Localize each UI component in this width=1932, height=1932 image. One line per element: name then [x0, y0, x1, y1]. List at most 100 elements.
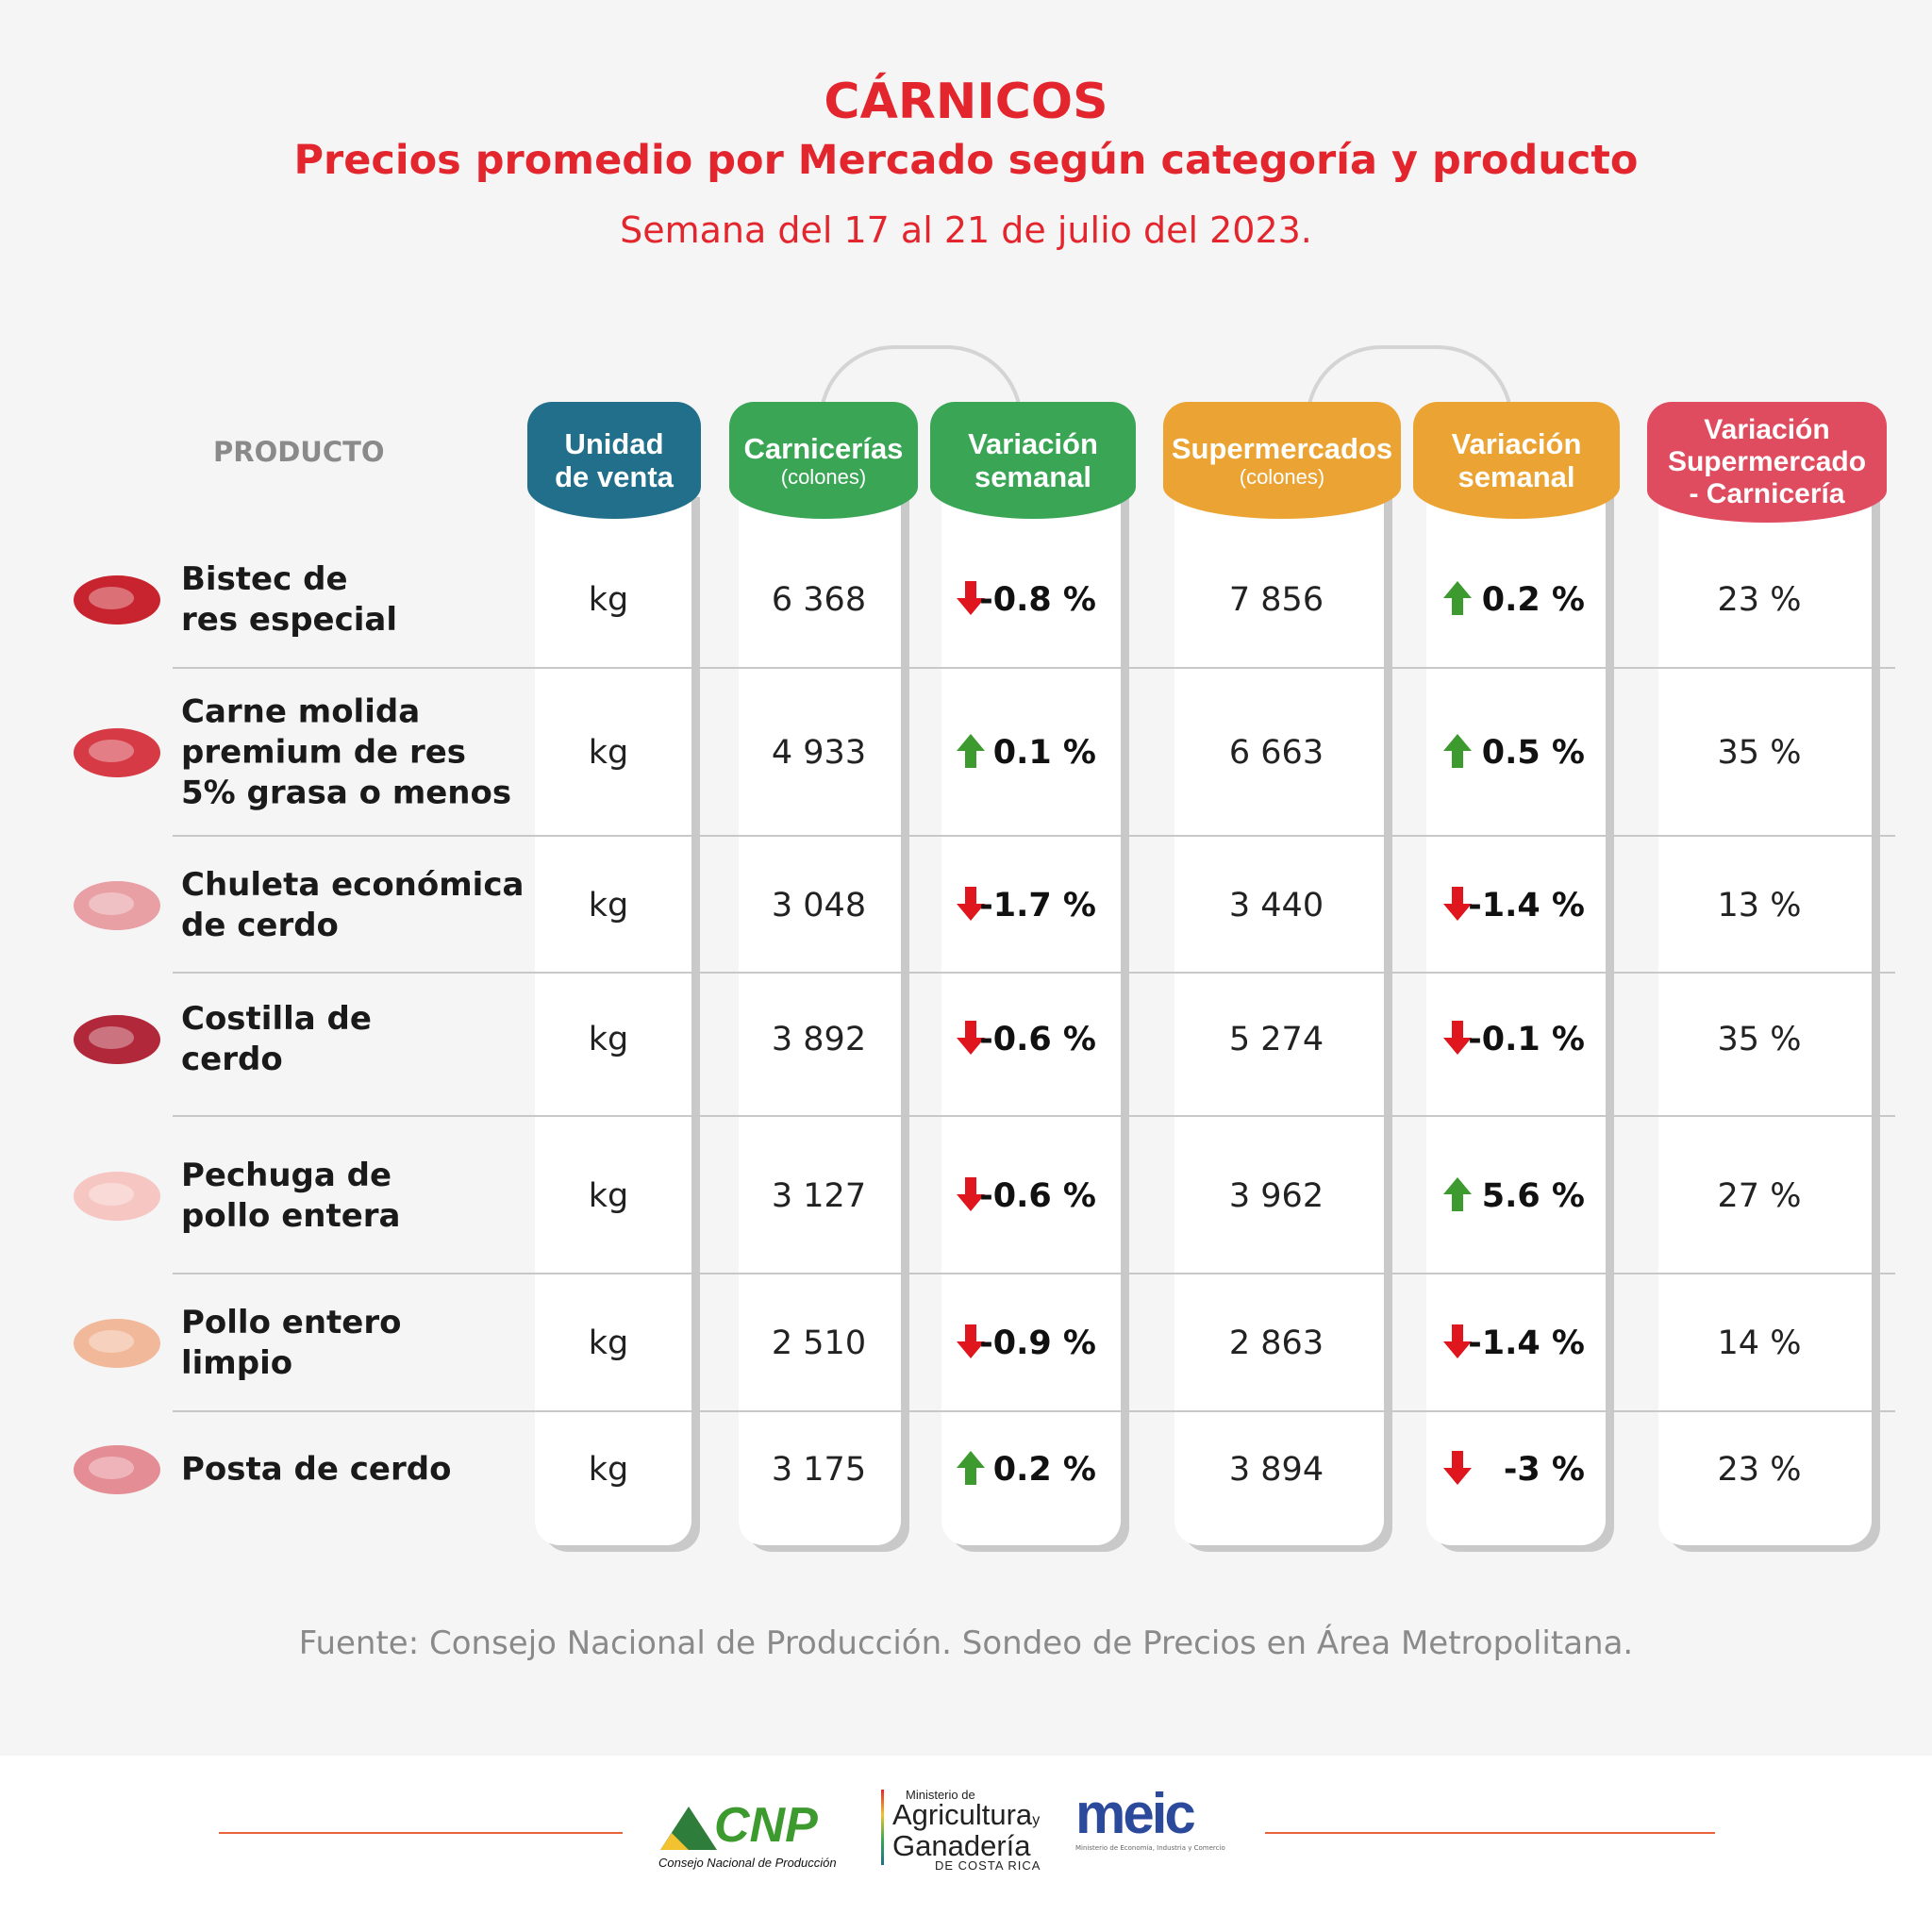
- super-variation: -0.1 %: [1468, 1021, 1585, 1058]
- butcher-price: 2 510: [771, 1324, 867, 1362]
- unit-cell: kg: [588, 1021, 629, 1058]
- row-divider: [173, 1410, 1895, 1412]
- product-name-line: Costilla de: [181, 1000, 372, 1038]
- unit-cell: kg: [588, 1177, 629, 1215]
- header-super: Supermercados (colones): [1163, 402, 1401, 519]
- butcher-price: 3 892: [771, 1021, 867, 1058]
- column-body: [941, 491, 1121, 1545]
- unit-cell: kg: [588, 734, 629, 772]
- header-label: semanal: [974, 460, 1092, 493]
- super-variation: 0.5 %: [1481, 734, 1585, 772]
- product-name-line: Chuleta económica: [181, 866, 525, 904]
- header-super-var: Variación semanal: [1413, 402, 1620, 519]
- super-price: 5 274: [1228, 1021, 1324, 1058]
- super-price: 3 440: [1228, 887, 1324, 924]
- header-label: Variación: [968, 427, 1098, 460]
- up-arrow-icon: [1443, 581, 1472, 619]
- column-body: [1174, 491, 1384, 1545]
- mag-bar: [881, 1790, 884, 1865]
- butcher-price: 3 048: [771, 887, 867, 924]
- column-body: [739, 491, 901, 1545]
- down-arrow-icon: [957, 1324, 985, 1362]
- whole-chicken-icon: [64, 1306, 170, 1381]
- mag-logo: Ministerio de Agriculturay Ganadería DE …: [892, 1788, 1041, 1873]
- super-variation: -3 %: [1503, 1451, 1585, 1489]
- butcher-variation: -0.6 %: [979, 1021, 1096, 1058]
- unit-cell: kg: [588, 887, 629, 924]
- product-name: Posta de cerdo: [181, 1450, 451, 1491]
- down-arrow-icon: [1443, 1021, 1472, 1058]
- up-arrow-icon: [1443, 1177, 1472, 1215]
- up-arrow-icon: [957, 1451, 985, 1489]
- super-price: 6 663: [1228, 734, 1324, 772]
- diff-cell: 35 %: [1717, 734, 1802, 772]
- week-label: Semana del 17 al 21 de julio del 2023.: [620, 209, 1312, 251]
- product-name: Pechuga de pollo entera: [181, 1156, 401, 1237]
- unit-cell: kg: [588, 1324, 629, 1362]
- diff-cell: 23 %: [1717, 1451, 1802, 1489]
- ground-beef-icon: [64, 715, 170, 791]
- butcher-variation: 0.2 %: [992, 1451, 1096, 1489]
- butcher-variation: 0.1 %: [992, 734, 1096, 772]
- column-body: [1658, 491, 1872, 1545]
- steak-icon: [64, 562, 170, 638]
- footer: CNP Consejo Nacional de Producción Minis…: [0, 1756, 1932, 1932]
- footer-divider: [219, 1832, 623, 1834]
- ribs-icon: [64, 1002, 170, 1077]
- down-arrow-icon: [1443, 887, 1472, 924]
- meic-logo-text: meic: [1075, 1782, 1196, 1845]
- header-unit: Unidad de venta: [527, 402, 701, 519]
- meic-caption: Ministerio de Economía, Industria y Come…: [1075, 1844, 1225, 1852]
- header-butcher-var: Variación semanal: [930, 402, 1136, 519]
- product-name-line: cerdo: [181, 1041, 283, 1078]
- header-label: Variación: [1704, 414, 1830, 445]
- diff-cell: 27 %: [1717, 1177, 1802, 1215]
- diff-cell: 23 %: [1717, 581, 1802, 619]
- down-arrow-icon: [1443, 1451, 1472, 1489]
- row-divider: [173, 835, 1895, 837]
- diff-cell: 13 %: [1717, 887, 1802, 924]
- up-arrow-icon: [1443, 734, 1472, 772]
- header-label: Supermercado: [1667, 446, 1867, 477]
- header-label: Supermercados: [1171, 431, 1393, 465]
- butcher-variation: -0.9 %: [979, 1324, 1096, 1362]
- header-unit-label: (colones): [780, 464, 867, 489]
- product-name-line: res especial: [181, 601, 398, 639]
- cnp-logo-text: CNP: [714, 1798, 818, 1853]
- butcher-price: 3 175: [771, 1451, 867, 1489]
- down-arrow-icon: [1443, 1324, 1472, 1362]
- butcher-variation: -1.7 %: [979, 887, 1096, 924]
- header-product: PRODUCTO: [213, 436, 385, 468]
- row-divider: [173, 972, 1895, 974]
- product-name: Costilla de cerdo: [181, 999, 372, 1080]
- header-label: semanal: [1457, 460, 1575, 493]
- product-name-line: Carne molida: [181, 692, 421, 731]
- super-price: 3 962: [1228, 1177, 1324, 1215]
- super-price: 3 894: [1228, 1451, 1324, 1489]
- butcher-price: 6 368: [771, 581, 867, 619]
- product-name-line: Bistec de: [181, 560, 348, 598]
- down-arrow-icon: [957, 887, 985, 924]
- header-label: Carnicerías: [743, 431, 904, 465]
- mag-small: Ministerio de: [906, 1788, 975, 1802]
- header-label: Unidad: [564, 427, 664, 460]
- super-variation: 0.2 %: [1481, 581, 1585, 619]
- super-price: 7 856: [1228, 581, 1324, 619]
- page-title: CÁRNICOS: [824, 74, 1108, 130]
- product-name-line: pollo entera: [181, 1197, 401, 1235]
- product-name-line: premium de res: [181, 733, 467, 772]
- product-name-line: 5% grasa o menos: [181, 774, 512, 812]
- header-unit-label: (colones): [1239, 464, 1325, 489]
- pork-chop-icon: [64, 868, 170, 943]
- cnp-caption: Consejo Nacional de Producción: [658, 1856, 837, 1870]
- super-variation: -1.4 %: [1468, 887, 1585, 924]
- header-label: de venta: [555, 460, 674, 493]
- row-divider: [173, 1273, 1895, 1274]
- butcher-price: 4 933: [771, 734, 867, 772]
- product-name-line: limpio: [181, 1344, 293, 1382]
- product-name: Chuleta económica de cerdo: [181, 865, 524, 946]
- super-variation: 5.6 %: [1481, 1177, 1585, 1215]
- butcher-variation: -0.6 %: [979, 1177, 1096, 1215]
- unit-cell: kg: [588, 1451, 629, 1489]
- up-arrow-icon: [957, 734, 985, 772]
